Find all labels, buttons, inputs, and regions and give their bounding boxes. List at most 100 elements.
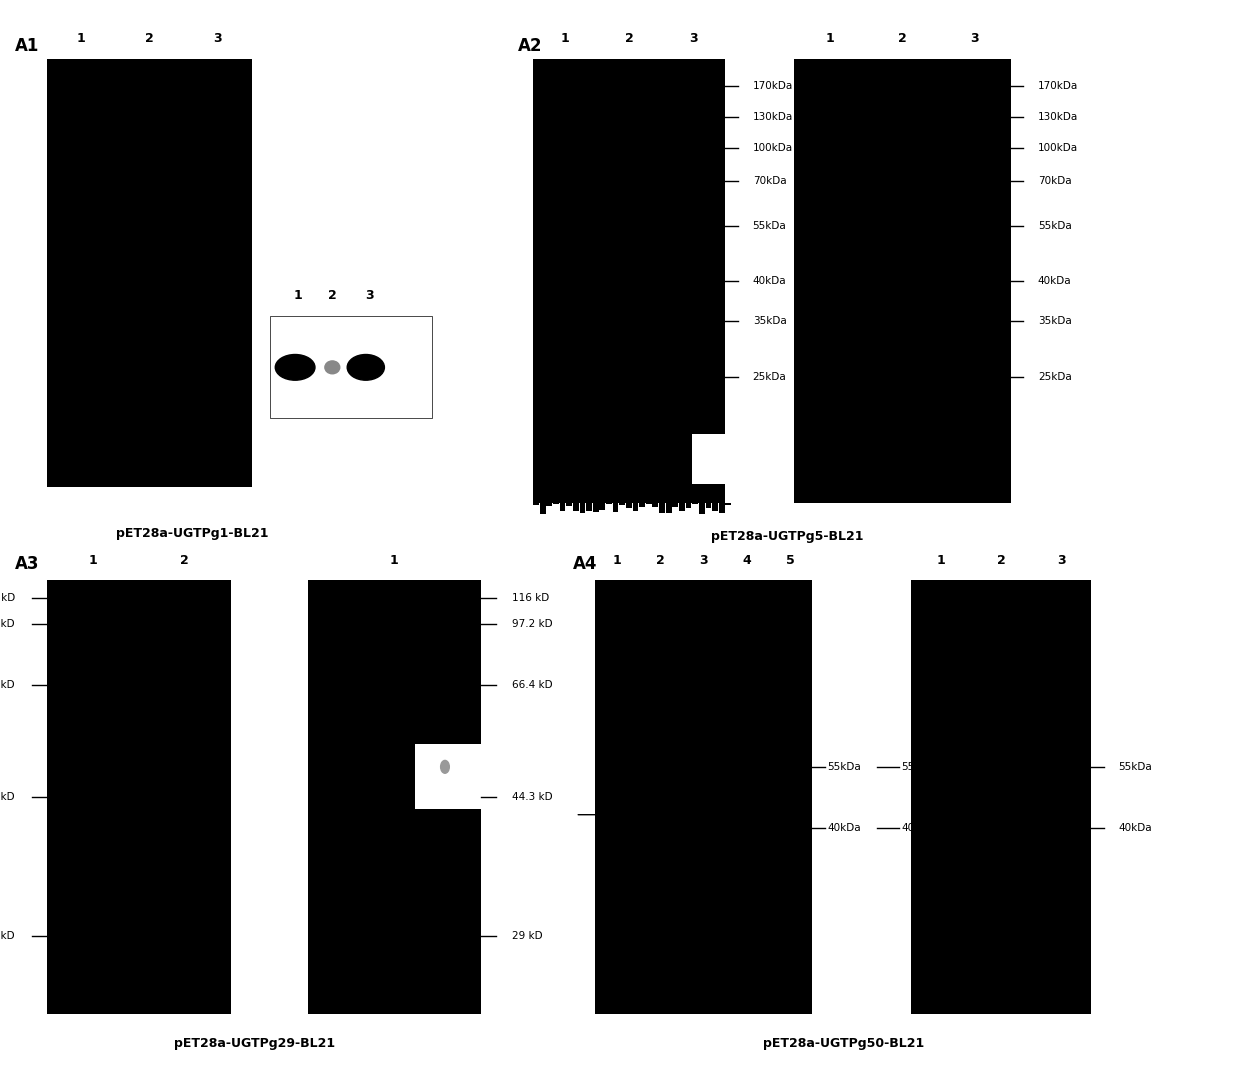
Text: 116 kD: 116 kD <box>0 593 15 603</box>
Text: 66.4 kD: 66.4 kD <box>0 680 15 690</box>
Bar <box>619 503 625 508</box>
Bar <box>686 503 692 510</box>
Bar <box>911 580 1091 1014</box>
Text: 4: 4 <box>743 554 751 567</box>
Text: 3: 3 <box>699 554 708 567</box>
Bar <box>533 59 725 503</box>
Text: 2: 2 <box>327 289 337 302</box>
Ellipse shape <box>325 361 340 374</box>
Text: 5: 5 <box>786 554 795 567</box>
Bar <box>680 503 684 508</box>
Text: 55kDa: 55kDa <box>827 761 861 772</box>
Bar <box>626 503 631 504</box>
Text: 55kDa: 55kDa <box>1038 221 1071 230</box>
Ellipse shape <box>347 355 384 380</box>
Bar <box>712 503 718 507</box>
Text: 40kDa: 40kDa <box>901 823 935 833</box>
Bar <box>672 503 678 513</box>
Bar <box>652 503 658 506</box>
Text: 29 kD: 29 kD <box>512 931 543 941</box>
Bar <box>593 503 599 508</box>
Text: 1: 1 <box>88 554 98 567</box>
Text: 1: 1 <box>77 32 86 45</box>
Text: 2: 2 <box>145 32 154 45</box>
Text: 130kDa: 130kDa <box>753 111 792 122</box>
Bar <box>579 503 585 510</box>
Text: 55kDa: 55kDa <box>1118 761 1152 772</box>
Text: 25kDa: 25kDa <box>1038 372 1071 381</box>
Text: 55kDa: 55kDa <box>753 221 786 230</box>
Bar <box>415 744 481 809</box>
Text: 116 kD: 116 kD <box>512 593 549 603</box>
Bar <box>646 503 652 513</box>
Text: 44.3 kD: 44.3 kD <box>512 793 553 802</box>
Bar <box>725 503 732 510</box>
Text: 170kDa: 170kDa <box>753 80 792 91</box>
Text: pET28a-UGTPg29-BL21: pET28a-UGTPg29-BL21 <box>174 1037 335 1050</box>
Text: A4: A4 <box>573 555 598 573</box>
Bar <box>559 503 565 512</box>
Bar <box>547 503 552 504</box>
Bar <box>794 59 1011 503</box>
Text: 1: 1 <box>826 32 835 45</box>
Bar <box>692 434 725 493</box>
Text: A2: A2 <box>518 37 543 56</box>
Text: A1: A1 <box>15 37 40 56</box>
Text: 1: 1 <box>560 32 569 45</box>
Text: A3: A3 <box>15 555 40 573</box>
Text: 35kDa: 35kDa <box>1038 316 1071 327</box>
Text: 70kDa: 70kDa <box>1038 176 1071 186</box>
Bar <box>587 503 591 514</box>
Bar <box>599 503 605 506</box>
Text: 1: 1 <box>937 554 946 567</box>
Text: 100kDa: 100kDa <box>1038 142 1078 153</box>
Text: pET28a-UGTPg1-BL21: pET28a-UGTPg1-BL21 <box>117 527 268 540</box>
Text: 100kDa: 100kDa <box>753 142 792 153</box>
Text: 2: 2 <box>180 554 190 567</box>
Bar <box>666 503 672 512</box>
Bar <box>699 503 704 504</box>
Text: 40kDa: 40kDa <box>1118 823 1152 833</box>
Text: 3: 3 <box>970 32 978 45</box>
Text: 3: 3 <box>213 32 222 45</box>
Text: 3: 3 <box>689 32 698 45</box>
Text: 170kDa: 170kDa <box>1038 80 1078 91</box>
Bar <box>553 503 559 509</box>
Bar <box>47 580 231 1014</box>
Bar <box>308 580 481 1014</box>
Bar <box>692 484 725 503</box>
Text: pET28a-UGTPg5-BL21: pET28a-UGTPg5-BL21 <box>712 530 863 543</box>
Bar <box>567 503 572 513</box>
Text: 40kDa: 40kDa <box>753 276 786 286</box>
Bar <box>606 503 611 510</box>
Text: pET28a-UGTPg50-BL21: pET28a-UGTPg50-BL21 <box>763 1037 924 1050</box>
Text: 1: 1 <box>613 554 621 567</box>
Bar <box>632 503 639 513</box>
Bar <box>706 503 712 512</box>
Text: 70kDa: 70kDa <box>753 176 786 186</box>
Bar <box>613 503 619 510</box>
Text: 130kDa: 130kDa <box>1038 111 1078 122</box>
Bar <box>595 580 812 1014</box>
Text: 2: 2 <box>898 32 906 45</box>
Text: 44.3 kD: 44.3 kD <box>0 793 15 802</box>
Text: 40kDa: 40kDa <box>1038 276 1071 286</box>
Bar <box>573 503 579 509</box>
Text: 2: 2 <box>625 32 634 45</box>
Text: 1: 1 <box>389 554 399 567</box>
Text: 2: 2 <box>656 554 665 567</box>
Text: 35kDa: 35kDa <box>753 316 786 327</box>
Bar <box>640 503 645 506</box>
Bar <box>533 503 539 512</box>
Bar <box>539 503 546 504</box>
Text: 3: 3 <box>366 289 373 302</box>
Text: 3: 3 <box>1056 554 1065 567</box>
Bar <box>270 316 432 418</box>
Text: 97.2 kD: 97.2 kD <box>512 619 553 629</box>
Text: 1: 1 <box>293 289 303 302</box>
Text: 29 kD: 29 kD <box>0 931 15 941</box>
Text: 40kDa: 40kDa <box>827 823 861 833</box>
Ellipse shape <box>440 760 449 773</box>
Text: 25kDa: 25kDa <box>753 372 786 381</box>
Text: 66.4 kD: 66.4 kD <box>512 680 553 690</box>
